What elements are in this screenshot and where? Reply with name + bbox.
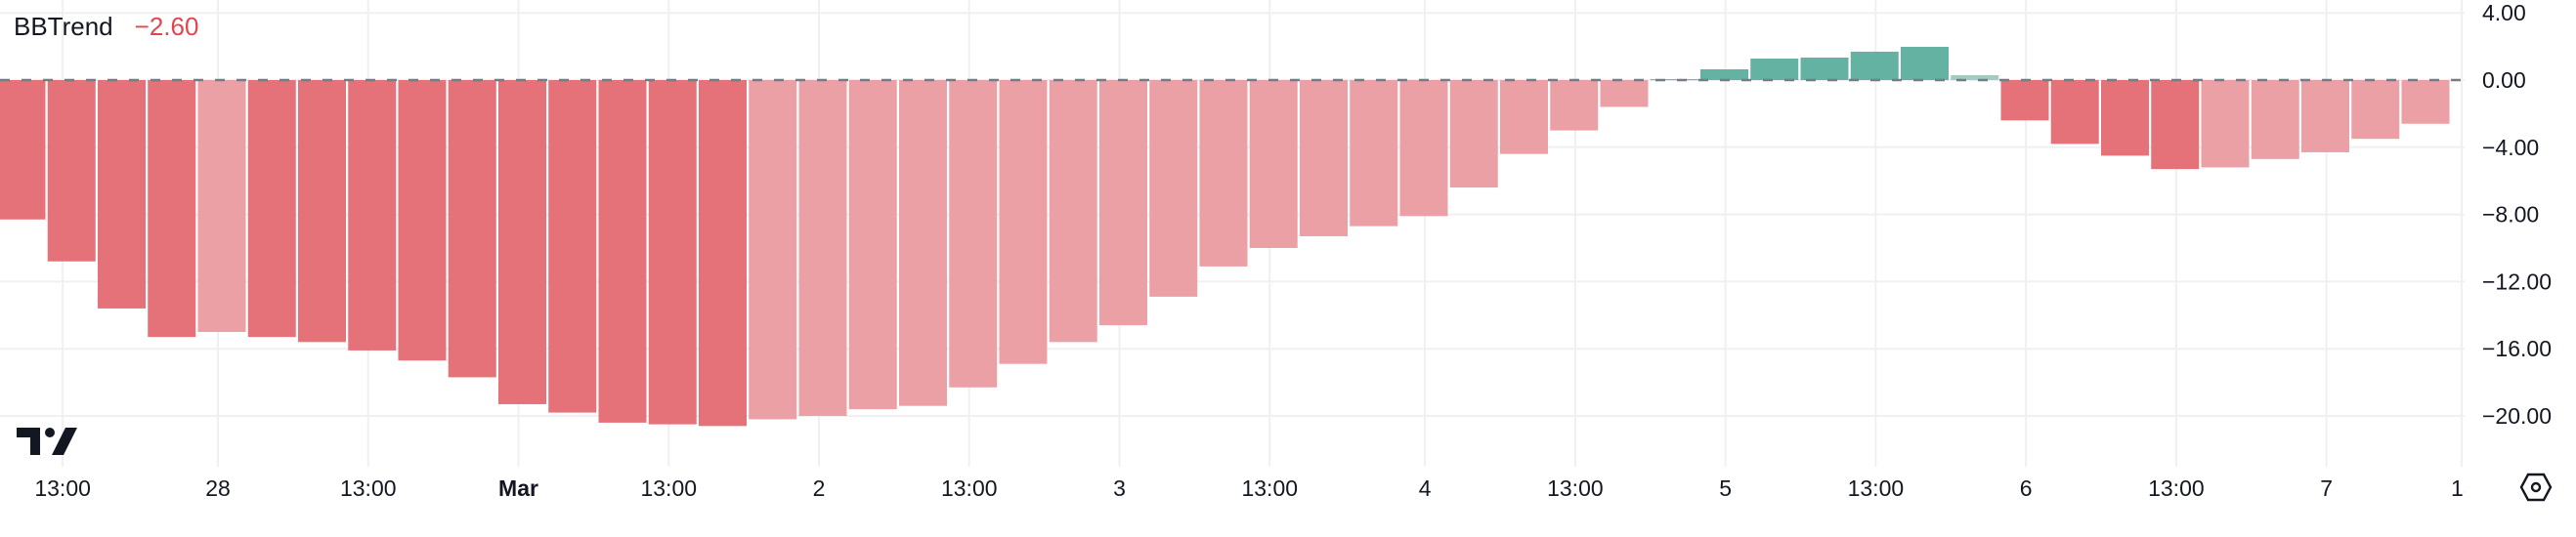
- histogram-bar: [2101, 80, 2149, 156]
- y-tick-label: −16.00: [2482, 336, 2552, 361]
- histogram-bar: [2000, 80, 2049, 121]
- histogram-bar: [899, 80, 947, 406]
- y-tick-label: 4.00: [2482, 0, 2526, 25]
- histogram-bars: [0, 46, 2450, 427]
- indicator-value: −2.60: [134, 12, 199, 41]
- histogram-bar: [548, 80, 597, 413]
- x-tick-label: 13:00: [1241, 475, 1298, 501]
- histogram-bar: [1951, 75, 1999, 80]
- histogram-bar: [1550, 80, 1599, 131]
- histogram-bar: [1700, 68, 1748, 80]
- x-tick-label: 3: [1113, 475, 1126, 501]
- x-tick-label: 13:00: [2148, 475, 2205, 501]
- indicator-legend[interactable]: BBTrend −2.60: [14, 12, 198, 42]
- x-tick-label: Mar: [498, 475, 538, 501]
- histogram-bar: [2050, 80, 2099, 145]
- histogram-bar: [1901, 46, 1949, 80]
- histogram-bar: [398, 80, 447, 361]
- indicator-name: BBTrend: [14, 12, 113, 41]
- x-tick-label: 7: [2320, 475, 2333, 501]
- histogram-bar: [1600, 80, 1649, 107]
- histogram-bar: [1650, 79, 1698, 81]
- histogram-bar: [1800, 57, 1849, 80]
- histogram-bar: [498, 80, 546, 404]
- histogram-bar: [197, 80, 246, 332]
- histogram-bar: [1750, 58, 1799, 80]
- x-tick-label: 13:00: [1848, 475, 1905, 501]
- x-tick-label: 4: [1419, 475, 1432, 501]
- histogram-bar: [648, 80, 697, 425]
- histogram-bar: [749, 80, 797, 420]
- histogram-bar: [2201, 80, 2250, 168]
- histogram-bar: [848, 80, 897, 410]
- x-tick-label: 13:00: [640, 475, 697, 501]
- histogram-bar: [348, 80, 397, 351]
- histogram-bar: [1399, 80, 1448, 217]
- histogram-bar: [2401, 80, 2450, 124]
- histogram-bar: [1500, 80, 1548, 154]
- histogram-bar: [598, 80, 647, 423]
- histogram-bar: [1149, 80, 1198, 297]
- histogram-bar: [0, 80, 46, 220]
- histogram-bar: [47, 80, 96, 262]
- histogram-bar: [247, 80, 296, 338]
- y-tick-label: −20.00: [2482, 403, 2552, 429]
- tradingview-logo[interactable]: [17, 428, 79, 460]
- histogram-bar: [2251, 80, 2299, 159]
- x-tick-label: 13:00: [941, 475, 998, 501]
- y-tick-label: −8.00: [2482, 202, 2539, 227]
- histogram-bar: [1300, 80, 1348, 236]
- y-tick-label: 0.00: [2482, 67, 2526, 93]
- histogram-bar: [148, 80, 196, 338]
- x-tick-label: 6: [2020, 475, 2033, 501]
- y-tick-label: −4.00: [2482, 135, 2539, 160]
- histogram-bar: [2351, 80, 2400, 140]
- histogram-bar: [98, 80, 146, 309]
- histogram-bar: [298, 80, 346, 343]
- x-tick-label: 5: [1719, 475, 1732, 501]
- x-tick-label: 13: [2451, 475, 2476, 501]
- y-tick-label: −12.00: [2482, 268, 2552, 294]
- histogram-bar: [2301, 80, 2349, 152]
- histogram-bar: [699, 80, 747, 427]
- x-axis[interactable]: 13:00 28 13:00 Mar 13:00 2 13:00 3 13:00 4 13:00 5 1…: [34, 475, 2475, 501]
- histogram-bar: [999, 80, 1048, 364]
- histogram-bar: [448, 80, 496, 378]
- histogram-bar: [1049, 80, 1097, 343]
- histogram-bar: [1099, 80, 1147, 326]
- histogram-bar: [1850, 51, 1899, 80]
- x-tick-label: 13:00: [1547, 475, 1604, 501]
- histogram-bar: [1199, 80, 1248, 267]
- y-axis[interactable]: 4.00 0.00 −4.00 −8.00 −12.00 −16.00 −20.00: [2482, 0, 2552, 429]
- settings-hexagon-icon[interactable]: [2519, 473, 2553, 507]
- x-tick-label: 28: [205, 475, 231, 501]
- histogram-bar: [1350, 80, 1398, 227]
- histogram-bar: [1249, 80, 1298, 248]
- x-tick-label: 2: [813, 475, 826, 501]
- histogram-bar: [949, 80, 998, 388]
- histogram-bar: [2151, 80, 2200, 170]
- histogram-bar: [1449, 80, 1498, 188]
- x-tick-label: 13:00: [340, 475, 397, 501]
- histogram-bar: [798, 80, 847, 416]
- x-tick-label: 13:00: [34, 475, 91, 501]
